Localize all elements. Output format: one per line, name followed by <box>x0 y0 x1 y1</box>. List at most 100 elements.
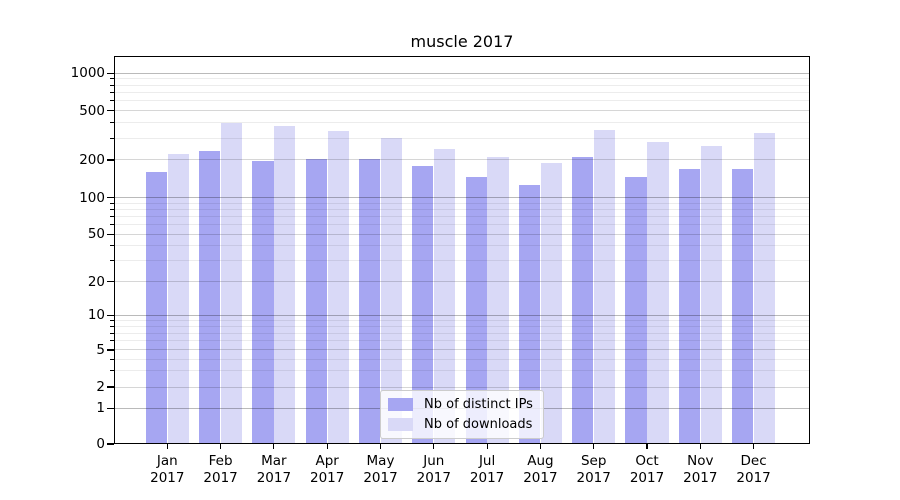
y-tick-label-2: 2 <box>96 379 105 395</box>
y-tick-mark <box>107 443 114 445</box>
x-tick-label-sep: Sep 2017 <box>576 453 611 486</box>
y-minor-tick-mark <box>110 216 114 218</box>
gridline-900 <box>114 78 810 80</box>
bar-distinct-ips-mar <box>252 161 274 444</box>
gridline-5 <box>114 349 810 351</box>
bar-distinct-ips-jan <box>145 172 167 444</box>
bar-distinct-ips-aug <box>518 184 541 444</box>
gridline-500 <box>114 110 810 112</box>
y-tick-label-10: 10 <box>87 307 105 324</box>
bar-downloads-jan <box>167 153 189 444</box>
bar-downloads-may <box>380 138 403 444</box>
gridline-3 <box>114 370 810 372</box>
bar-distinct-ips-oct <box>625 177 647 444</box>
gridline-30 <box>114 260 810 262</box>
x-tick-label-feb: Feb 2017 <box>203 453 238 486</box>
x-tick-label-oct: Oct 2017 <box>629 453 665 486</box>
bar-downloads-jul <box>487 157 509 444</box>
y-minor-tick-mark <box>110 84 114 86</box>
bar-downloads-aug <box>540 162 562 444</box>
x-tick-label-may: May 2017 <box>363 453 398 486</box>
gridline-600 <box>114 100 810 102</box>
x-tick-mark <box>273 444 275 449</box>
y-minor-tick-mark <box>110 370 114 372</box>
gridline-40 <box>114 245 810 247</box>
y-minor-tick-mark <box>110 122 114 124</box>
y-tick-label-100: 100 <box>79 189 105 206</box>
plot-area <box>114 56 810 444</box>
gridline-10 <box>114 314 810 316</box>
x-tick-label-nov: Nov 2017 <box>683 453 718 486</box>
legend-label-downloads: Nb of downloads <box>424 417 533 432</box>
x-tick-label-aug: Aug 2017 <box>523 453 558 486</box>
y-tick-mark <box>107 159 114 161</box>
gridline-9 <box>114 320 810 322</box>
bar-downloads-apr <box>327 131 349 444</box>
bar-distinct-ips-apr <box>305 158 327 444</box>
gridline-6 <box>114 340 810 342</box>
bar-downloads-mar <box>274 126 296 444</box>
y-tick-mark <box>107 110 114 112</box>
x-tick-mark <box>753 444 755 449</box>
gridline-700 <box>114 92 810 94</box>
x-tick-mark <box>326 444 328 449</box>
legend-entry-distinct-ips: Nb of distinct IPs <box>388 397 533 412</box>
legend-swatch-distinct-ips <box>388 398 413 411</box>
chart-title: muscle 2017 <box>410 32 514 51</box>
y-tick-mark <box>107 281 114 283</box>
y-minor-tick-mark <box>110 137 114 139</box>
y-tick-label-1: 1 <box>96 400 105 417</box>
x-tick-mark <box>593 444 595 449</box>
y-tick-label-5: 5 <box>96 341 105 358</box>
bar-distinct-ips-feb <box>199 151 221 444</box>
gridline-80 <box>114 208 810 210</box>
bar-downloads-feb <box>220 122 243 444</box>
y-tick-mark <box>107 386 114 388</box>
y-minor-tick-mark <box>110 245 114 247</box>
x-tick-mark <box>220 444 222 449</box>
bar-downloads-sep <box>594 129 616 444</box>
y-minor-tick-mark <box>110 325 114 327</box>
x-tick-mark <box>486 444 488 449</box>
y-tick-mark <box>107 314 114 316</box>
y-minor-tick-mark <box>110 78 114 80</box>
gridline-70 <box>114 216 810 218</box>
y-minor-tick-mark <box>110 358 114 360</box>
gridline-200 <box>114 159 810 161</box>
y-tick-label-0: 0 <box>96 436 105 452</box>
y-minor-tick-mark <box>110 208 114 210</box>
bar-distinct-ips-dec <box>732 168 754 444</box>
y-minor-tick-mark <box>110 340 114 342</box>
gridline-90 <box>114 202 810 204</box>
gridline-8 <box>114 325 810 327</box>
bar-distinct-ips-nov <box>678 168 700 444</box>
gridline-400 <box>114 122 810 124</box>
gridline-300 <box>114 137 810 139</box>
x-tick-label-jul: Jul 2017 <box>469 453 505 486</box>
x-tick-label-jun: Jun 2017 <box>416 453 451 486</box>
x-tick-mark <box>539 444 541 449</box>
bar-distinct-ips-jul <box>465 177 487 444</box>
bar-downloads-oct <box>647 141 669 444</box>
y-minor-tick-mark <box>110 320 114 322</box>
y-tick-label-20: 20 <box>87 273 105 290</box>
x-tick-mark <box>646 444 648 449</box>
y-tick-mark <box>107 197 114 199</box>
gridline-4 <box>114 358 810 360</box>
gridline-100 <box>114 197 810 199</box>
y-minor-tick-mark <box>110 100 114 102</box>
bar-distinct-ips-jun <box>412 165 434 444</box>
gridline-800 <box>114 84 810 86</box>
x-tick-label-dec: Dec 2017 <box>736 453 771 486</box>
gridline-2 <box>114 386 810 388</box>
bar-downloads-jun <box>434 149 456 444</box>
gridline-7 <box>114 332 810 334</box>
y-tick-mark <box>107 349 114 351</box>
y-tick-mark <box>107 72 114 74</box>
x-tick-mark <box>166 444 168 449</box>
y-minor-tick-mark <box>110 260 114 262</box>
legend-entry-downloads: Nb of downloads <box>388 417 533 432</box>
y-tick-label-500: 500 <box>79 102 105 119</box>
bar-distinct-ips-may <box>358 158 381 444</box>
